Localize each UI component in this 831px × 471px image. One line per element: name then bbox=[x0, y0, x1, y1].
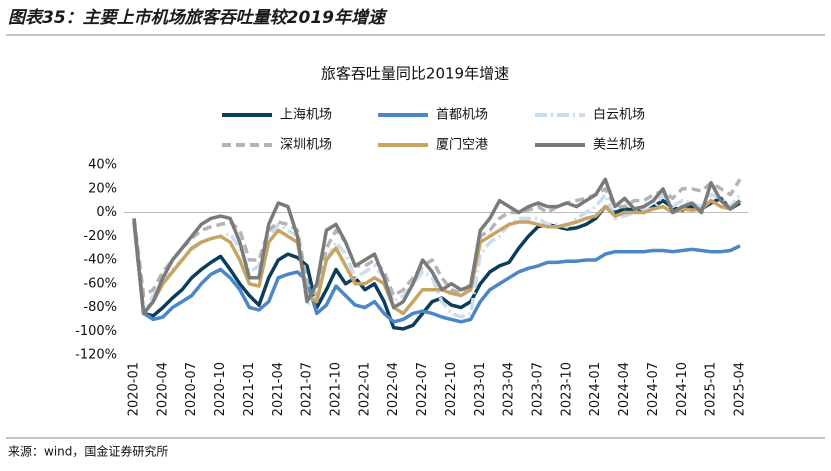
x-tick-label: 2022-01 bbox=[357, 362, 372, 416]
y-tick-label: 40% bbox=[88, 158, 117, 173]
legend-label: 深圳机场 bbox=[280, 138, 332, 153]
series-line bbox=[132, 221, 741, 324]
x-tick-label: 2021-07 bbox=[300, 362, 315, 416]
x-tick-label: 2021-01 bbox=[242, 362, 257, 416]
y-tick-label: -120% bbox=[75, 348, 117, 363]
x-tick-label: 2021-10 bbox=[329, 362, 344, 416]
x-tick-label: 2020-07 bbox=[184, 362, 199, 416]
x-tick-label: 2024-01 bbox=[588, 362, 603, 416]
x-tick-label: 2024-10 bbox=[675, 362, 690, 416]
y-tick-label: -80% bbox=[83, 300, 117, 315]
x-tick-label: 2023-01 bbox=[473, 362, 488, 416]
legend-label: 美兰机场 bbox=[593, 138, 645, 153]
x-tick-label: 2021-04 bbox=[271, 362, 286, 416]
legend-label: 白云机场 bbox=[593, 107, 645, 123]
legend-label: 上海机场 bbox=[280, 108, 332, 123]
series-line bbox=[132, 177, 742, 316]
series-line bbox=[132, 192, 742, 319]
x-tick-label: 2020-01 bbox=[127, 362, 142, 416]
x-tick-label: 2022-07 bbox=[415, 362, 430, 416]
x-tick-label: 2025-04 bbox=[733, 362, 748, 416]
x-tick-label: 2024-04 bbox=[617, 362, 632, 416]
legend-label: 厦门空港 bbox=[436, 138, 488, 153]
x-tick-label: 2022-04 bbox=[386, 362, 401, 416]
x-tick-label: 2023-04 bbox=[502, 362, 517, 416]
x-tick-label: 2020-04 bbox=[155, 362, 170, 416]
x-tick-label: 2023-07 bbox=[531, 362, 546, 416]
y-tick-label: 20% bbox=[88, 181, 117, 196]
y-tick-label: -60% bbox=[83, 276, 117, 291]
y-tick-label: 0% bbox=[96, 205, 117, 220]
y-tick-label: -100% bbox=[75, 324, 117, 339]
y-tick-label: -20% bbox=[83, 229, 117, 244]
series-line bbox=[132, 198, 742, 316]
source: 来源：wind，国金证券研究所 bbox=[8, 444, 168, 459]
chart-title: 旅客吞吐量同比2019年增速 bbox=[321, 65, 509, 83]
x-tick-label: 2023-10 bbox=[559, 362, 574, 416]
y-tick-label: -40% bbox=[83, 253, 117, 268]
x-tick-label: 2025-01 bbox=[704, 362, 719, 416]
legend-label: 首都机场 bbox=[436, 108, 488, 123]
x-tick-label: 2022-10 bbox=[444, 362, 459, 416]
header-title: 图表35：主要上市机场旅客吞吐量较2019年增速 bbox=[8, 8, 388, 28]
x-tick-label: 2024-07 bbox=[646, 362, 661, 416]
x-tick-label: 2020-10 bbox=[213, 362, 228, 416]
